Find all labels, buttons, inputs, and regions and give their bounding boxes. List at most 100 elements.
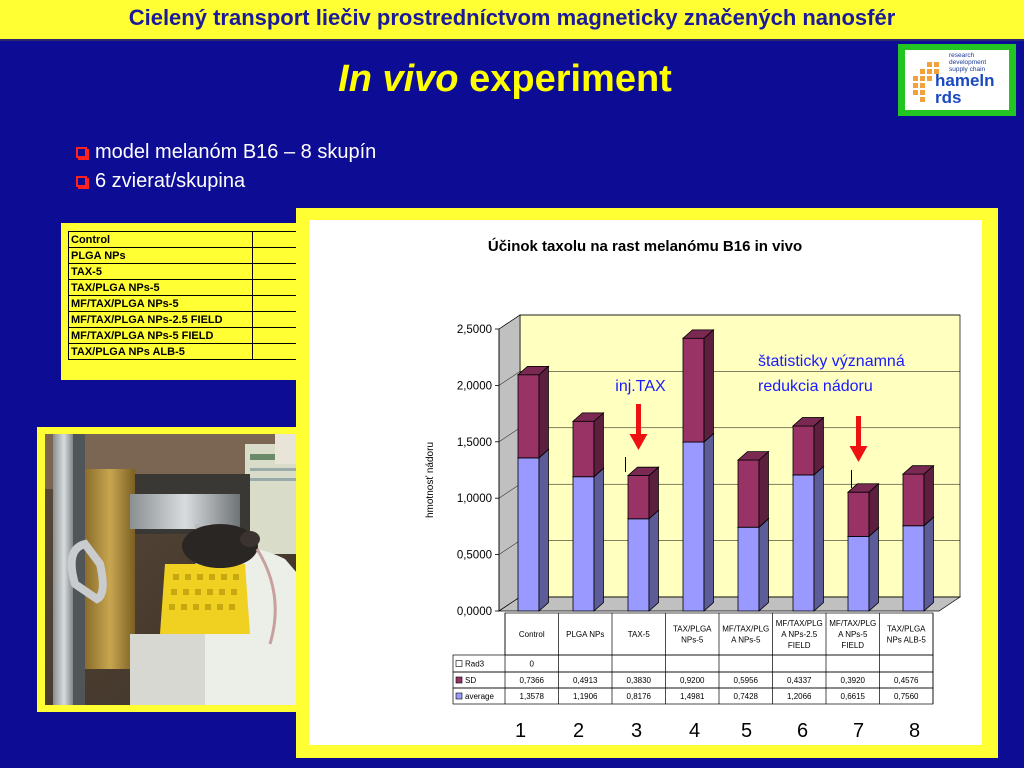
bar-sd-top — [791, 417, 825, 427]
plot-floor — [497, 596, 962, 612]
bar-sd — [736, 450, 770, 529]
bar-average-front — [847, 535, 870, 612]
header-bar: Cielený transport liečiv prostredníctvom… — [0, 0, 1024, 41]
bar-average-front — [517, 457, 540, 612]
logo-tagline-3: supply chain — [949, 66, 986, 73]
bar-average — [901, 516, 935, 612]
arrow-head-icon — [849, 446, 868, 462]
bar-sd — [516, 365, 550, 459]
y-tick-label: 0,5000 — [457, 550, 492, 562]
bar-average-side — [813, 465, 824, 612]
group-name: MF/TAX/PLGA NPs-2.5 FIELD — [68, 311, 253, 328]
bar-average — [681, 432, 715, 612]
data-cell: 1,2066 — [787, 692, 812, 701]
data-table-row — [452, 687, 934, 705]
bar-sd-side — [538, 365, 549, 459]
bar-average — [736, 517, 770, 612]
bar-average — [516, 448, 550, 612]
data-cell: 0,7428 — [734, 692, 759, 701]
bar-sd-front — [792, 425, 815, 476]
bullet-item: model melanóm B16 – 8 skupín — [76, 138, 376, 167]
bar-sd-top — [846, 483, 880, 493]
bar-average-front — [627, 518, 650, 612]
logo-wordmark-2: rds — [935, 88, 962, 107]
plot-area: 0,0000 0,5000 1,0000 1,5000 2,0000 2,5000 — [457, 314, 962, 618]
bullet-list: model melanóm B16 – 8 skupín 6 zvierat/s… — [76, 138, 376, 196]
bar-average-side — [868, 527, 879, 612]
gridline-side — [498, 371, 521, 386]
category-label: MF/TAX/PLG — [829, 619, 876, 628]
bar-average — [846, 527, 880, 612]
bar-sd-front — [517, 374, 540, 459]
bar-average — [571, 467, 605, 612]
data-cell: 1,3578 — [520, 692, 545, 701]
bullet-checkbox-icon — [76, 176, 87, 187]
bar-average-front — [682, 441, 705, 612]
data-cell: 0,4337 — [787, 676, 812, 685]
y-axis-label: hmotnosť nádoru — [425, 442, 436, 518]
bar-sd-front — [902, 473, 925, 527]
bullet-checkbox-icon — [76, 147, 87, 158]
data-cell: 0,7366 — [520, 676, 545, 685]
bar-sd-front — [627, 475, 650, 520]
bar-sd-side — [868, 482, 879, 538]
group-name: PLGA NPs — [68, 247, 253, 264]
annotation-text: inj.TAX — [615, 378, 666, 395]
hameln-logo: research development supply chain hameln… — [898, 44, 1016, 116]
data-table-row — [452, 654, 934, 673]
y-tick-label: 1,5000 — [457, 437, 492, 449]
category-label: TAX/PLGA — [887, 625, 926, 634]
annotation-text: štatisticky významná — [758, 353, 905, 370]
logo-dots-icon — [913, 62, 939, 102]
chart-svg: Účinok taxolu na rast melanómu B16 in vi… — [425, 237, 962, 742]
category-label: MF/TAX/PLG — [722, 625, 769, 634]
bar-sd-top — [736, 451, 770, 461]
annotations: inj.TAX štatisticky významná redukcia nádo… — [615, 353, 905, 488]
group-numbers: 1 2 3 4 5 6 7 8 — [515, 720, 920, 742]
bar-average-side — [923, 516, 934, 612]
table-row: PLGA NPs2 — [68, 247, 308, 264]
group-number-label: 3 — [631, 720, 642, 742]
plot-side-wall — [498, 314, 521, 612]
group-name: TAX/PLGA NPs ALB-5 — [68, 343, 253, 360]
bar-sd — [791, 416, 825, 476]
data-cell: 0,3830 — [627, 676, 652, 685]
logo-panel: research development supply chain hameln… — [905, 50, 1009, 110]
bar-average — [791, 465, 825, 612]
bar-sd-top — [516, 365, 550, 376]
data-cell: 1,1906 — [573, 692, 598, 701]
bullet-text: 6 zvierat/skupina — [95, 170, 246, 192]
gridline-side — [498, 314, 521, 330]
group-number-label: 6 — [797, 720, 808, 742]
bar-sd — [901, 464, 935, 527]
group-number-label: 8 — [909, 720, 920, 742]
data-cell: 0,4913 — [573, 676, 598, 685]
bar-sd-front — [682, 337, 705, 443]
bar-sd-front — [572, 420, 595, 478]
group-number-label: 5 — [741, 720, 752, 742]
bar-average-front — [792, 474, 815, 612]
bar-sd-side — [593, 411, 604, 478]
category-label: FIELD — [841, 641, 864, 650]
y-tick-label: 1,0000 — [457, 493, 492, 505]
category-label: A NPs-5 — [838, 630, 868, 639]
data-table: Control PLGA NPs TAX-5 TAX/PLGA NPs-5 MF/TAX/… — [452, 612, 934, 705]
group-name: TAX/PLGA NPs-5 — [68, 279, 253, 296]
category-label: FIELD — [788, 641, 811, 650]
slide-title-italic: In vivo — [338, 58, 459, 100]
bar-average-side — [703, 432, 714, 612]
bar-sd-top — [901, 465, 935, 475]
data-cell: 0,5956 — [734, 676, 759, 685]
legend-swatch-icon — [455, 692, 463, 700]
category-label: PLGA NPs — [566, 630, 604, 639]
slide-title-rest: experiment — [469, 58, 672, 100]
y-tick-label: 0,0000 — [457, 606, 492, 618]
bar-sd-front — [847, 491, 870, 537]
data-cell: 0,3920 — [841, 676, 866, 685]
bar-average-side — [538, 448, 549, 612]
slide-title: In vivo experiment — [0, 58, 1010, 101]
category-label: NPs ALB-5 — [887, 636, 927, 645]
data-cell: 0,4576 — [894, 676, 919, 685]
category-label: Control — [519, 630, 545, 639]
category-label: A NPs-2.5 — [781, 630, 818, 639]
